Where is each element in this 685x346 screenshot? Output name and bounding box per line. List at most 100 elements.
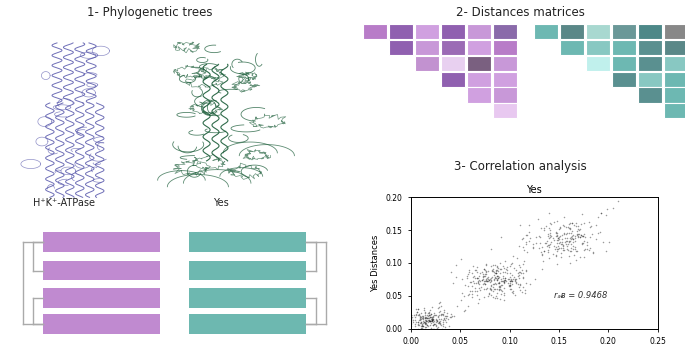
Point: [437, 311, 448, 316]
Bar: [664, 40, 685, 55]
Point: [437, 323, 448, 328]
Title: Yes: Yes: [527, 185, 542, 195]
Point: [558, 244, 569, 249]
Bar: [612, 72, 636, 87]
Point: [540, 240, 551, 246]
Point: [562, 238, 573, 244]
Point: [496, 266, 507, 272]
Point: [484, 277, 495, 282]
Point: [538, 249, 549, 254]
Point: [411, 312, 422, 318]
Point: [558, 247, 569, 253]
Point: [564, 221, 575, 226]
Point: [436, 323, 447, 328]
Point: [543, 210, 554, 216]
Point: [420, 315, 431, 320]
Point: [521, 267, 532, 273]
Point: [479, 294, 490, 300]
Point: [479, 271, 490, 276]
Bar: [466, 24, 491, 39]
Point: [417, 314, 428, 320]
Point: [462, 273, 473, 279]
Point: [506, 277, 516, 283]
Point: [561, 231, 572, 236]
Point: [414, 312, 425, 318]
Point: [566, 221, 577, 226]
Point: [466, 291, 477, 297]
Bar: [414, 24, 439, 39]
Point: [536, 252, 547, 258]
Point: [477, 276, 488, 281]
Point: [547, 235, 558, 241]
Point: [471, 264, 482, 270]
Point: [492, 280, 503, 285]
Point: [467, 263, 478, 268]
Point: [420, 318, 431, 324]
Point: [549, 246, 560, 252]
Point: [495, 282, 506, 288]
Point: [490, 274, 501, 279]
Point: [506, 281, 517, 287]
Y-axis label: Yes Distances: Yes Distances: [371, 234, 380, 292]
Point: [585, 246, 596, 251]
Point: [490, 268, 501, 274]
Point: [406, 320, 416, 326]
Point: [545, 233, 556, 239]
Point: [474, 279, 485, 284]
Point: [421, 325, 432, 330]
Bar: [389, 24, 414, 39]
Point: [563, 238, 574, 243]
Point: [564, 226, 575, 231]
Point: [482, 268, 493, 273]
Point: [458, 293, 469, 299]
Point: [566, 220, 577, 225]
Point: [432, 305, 443, 311]
Point: [469, 267, 480, 273]
Point: [416, 316, 427, 322]
Point: [541, 243, 552, 249]
Point: [430, 320, 441, 325]
Point: [423, 318, 434, 324]
Point: [594, 229, 605, 235]
Point: [596, 210, 607, 216]
Point: [472, 288, 483, 294]
Point: [556, 250, 567, 256]
Point: [575, 233, 586, 238]
Point: [557, 242, 568, 247]
Point: [480, 276, 491, 282]
Point: [489, 270, 500, 275]
Point: [492, 264, 503, 270]
Point: [510, 267, 521, 273]
Bar: [586, 40, 610, 55]
Point: [432, 318, 443, 324]
Point: [559, 215, 570, 220]
Point: [410, 314, 421, 319]
Point: [467, 294, 478, 300]
Point: [474, 277, 485, 283]
Point: [520, 242, 531, 247]
Point: [535, 225, 546, 231]
Point: [477, 271, 488, 277]
Bar: [560, 40, 584, 55]
Point: [434, 301, 445, 306]
Point: [499, 290, 510, 296]
Point: [545, 220, 556, 226]
Point: [580, 246, 590, 251]
Point: [420, 324, 431, 330]
Point: [565, 241, 576, 247]
Point: [492, 267, 503, 273]
Point: [518, 270, 529, 276]
Point: [486, 246, 497, 252]
Point: [578, 247, 589, 253]
Point: [499, 297, 510, 303]
Point: [560, 239, 571, 244]
Point: [472, 280, 483, 286]
Point: [410, 317, 421, 323]
Point: [406, 317, 416, 323]
Point: [432, 321, 443, 326]
Point: [418, 314, 429, 319]
Point: [551, 240, 562, 246]
Point: [418, 320, 429, 326]
Point: [492, 263, 503, 268]
Point: [423, 318, 434, 323]
